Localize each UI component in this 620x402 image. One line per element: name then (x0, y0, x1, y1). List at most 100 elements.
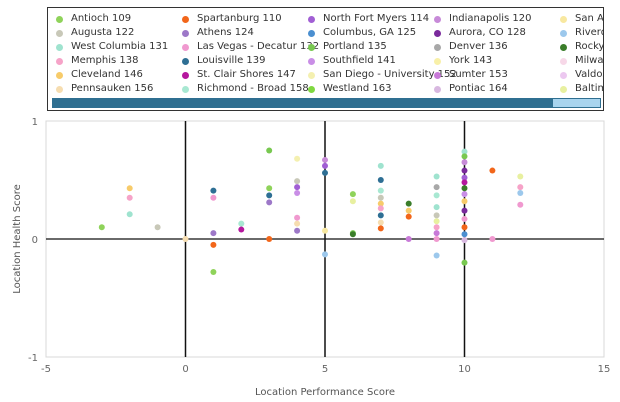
data-point[interactable] (517, 189, 524, 196)
data-point[interactable] (461, 185, 468, 192)
data-point[interactable] (210, 241, 217, 248)
legend-item[interactable]: San Diego - University 152 (308, 67, 457, 83)
data-point[interactable] (433, 204, 440, 211)
legend-item[interactable]: San Anto (560, 11, 603, 27)
legend-item[interactable]: Aurora, CO 128 (434, 25, 526, 41)
data-point[interactable] (126, 185, 133, 192)
legend-item[interactable]: Riverdale (560, 25, 603, 41)
legend-item[interactable]: Pennsauken 156 (56, 81, 153, 97)
data-point[interactable] (433, 236, 440, 242)
data-point[interactable] (322, 156, 328, 163)
legend-scrollbar[interactable] (52, 98, 601, 108)
data-point[interactable] (266, 185, 273, 192)
legend-item[interactable]: Portland 135 (308, 39, 387, 55)
data-point[interactable] (461, 259, 468, 266)
legend-item[interactable]: Las Vegas - Decatur 132 (182, 39, 319, 55)
data-point[interactable] (210, 194, 217, 201)
legend-item[interactable]: Memphis 138 (56, 53, 138, 69)
data-point[interactable] (405, 213, 412, 220)
data-point[interactable] (126, 211, 133, 218)
legend-item[interactable]: Pontiac 164 (434, 81, 508, 97)
data-point[interactable] (405, 236, 412, 242)
data-point[interactable] (210, 187, 217, 194)
legend-item[interactable]: Columbus, GA 125 (308, 25, 416, 41)
data-point[interactable] (517, 173, 524, 180)
data-point[interactable] (433, 252, 440, 259)
data-point[interactable] (377, 205, 384, 212)
data-point[interactable] (433, 184, 440, 191)
data-point[interactable] (238, 226, 245, 233)
legend-item[interactable]: Indianapolis 120 (434, 11, 532, 27)
legend-item[interactable]: Antioch 109 (56, 11, 131, 27)
data-point[interactable] (433, 212, 440, 219)
legend-item[interactable]: Denver 136 (434, 39, 508, 55)
data-point[interactable] (377, 212, 384, 219)
legend-item[interactable]: Valdosta (560, 67, 603, 83)
data-point[interactable] (210, 269, 217, 276)
legend-item[interactable]: Louisville 139 (182, 53, 266, 69)
legend-item[interactable]: York 143 (434, 53, 492, 69)
legend-item[interactable]: Milwauke (560, 53, 603, 69)
data-point[interactable] (294, 155, 301, 162)
data-point[interactable] (461, 231, 468, 238)
data-point[interactable] (322, 251, 328, 258)
data-point[interactable] (154, 224, 161, 231)
data-point[interactable] (349, 191, 356, 198)
legend-item[interactable]: Richmond - Broad 158 (182, 81, 309, 97)
data-point[interactable] (405, 200, 412, 207)
data-point[interactable] (349, 231, 356, 238)
data-point[interactable] (433, 218, 440, 225)
legend-item[interactable]: Spartanburg 110 (182, 11, 282, 27)
data-point[interactable] (322, 162, 328, 169)
data-point[interactable] (461, 215, 468, 222)
legend-item[interactable]: Cleveland 146 (56, 67, 143, 83)
data-point[interactable] (517, 184, 524, 191)
data-point[interactable] (266, 192, 273, 199)
data-point[interactable] (461, 179, 468, 186)
data-point[interactable] (266, 236, 273, 242)
data-point[interactable] (126, 194, 133, 201)
data-point[interactable] (322, 169, 328, 176)
data-point[interactable] (98, 224, 105, 231)
data-point[interactable] (294, 220, 301, 227)
data-point[interactable] (461, 198, 468, 205)
data-point[interactable] (461, 174, 468, 181)
legend-item[interactable]: Rocky Mo (560, 39, 603, 55)
data-point[interactable] (349, 198, 356, 205)
data-point[interactable] (489, 167, 496, 174)
data-point[interactable] (517, 201, 524, 208)
data-point[interactable] (294, 214, 301, 221)
data-point[interactable] (322, 227, 328, 234)
data-point[interactable] (377, 194, 384, 201)
data-point[interactable] (294, 178, 301, 185)
data-point[interactable] (461, 159, 468, 166)
legend-scrollbar-thumb[interactable] (53, 99, 553, 107)
data-point[interactable] (433, 192, 440, 199)
data-point[interactable] (377, 187, 384, 194)
data-point[interactable] (377, 219, 384, 226)
legend-item[interactable]: Athens 124 (182, 25, 254, 41)
legend-item[interactable]: Augusta 122 (56, 25, 134, 41)
legend-item[interactable]: Southfield 141 (308, 53, 396, 69)
data-point[interactable] (377, 200, 384, 207)
data-point[interactable] (461, 207, 468, 214)
data-point[interactable] (405, 207, 412, 214)
legend-item[interactable]: Sumter 153 (434, 67, 508, 83)
legend-item[interactable]: Westland 163 (308, 81, 391, 97)
legend-item[interactable]: North Fort Myers 114 (308, 11, 429, 27)
data-point[interactable] (489, 236, 496, 242)
data-point[interactable] (377, 225, 384, 232)
data-point[interactable] (182, 236, 189, 242)
data-point[interactable] (294, 184, 301, 191)
data-point[interactable] (266, 147, 273, 154)
data-point[interactable] (238, 220, 245, 227)
legend-item[interactable]: Baltimore (560, 81, 603, 97)
data-point[interactable] (266, 199, 273, 206)
data-point[interactable] (294, 189, 301, 196)
data-point[interactable] (461, 224, 468, 231)
data-point[interactable] (377, 177, 384, 183)
data-point[interactable] (461, 191, 468, 198)
data-point[interactable] (433, 173, 440, 180)
data-point[interactable] (377, 162, 384, 169)
data-point[interactable] (210, 230, 217, 237)
